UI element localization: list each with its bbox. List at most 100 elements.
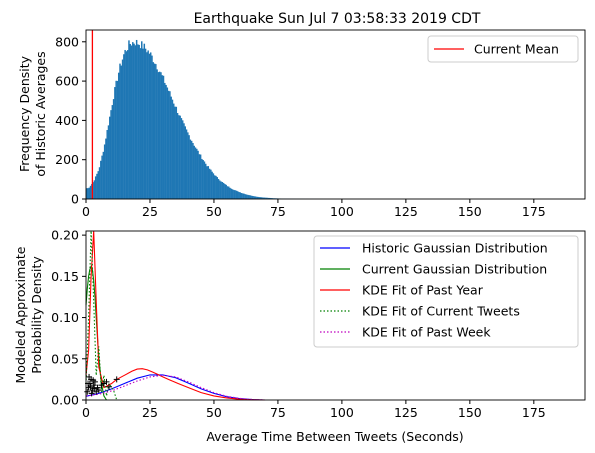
- histogram-bar: [176, 113, 179, 199]
- histogram-bar: [138, 44, 140, 200]
- y-tick-label: 0.10: [51, 310, 79, 325]
- chart-title: Earthquake Sun Jul 7 03:58:33 2019 CDT: [194, 11, 481, 27]
- histogram-bar: [220, 181, 222, 199]
- histogram-bar: [126, 50, 129, 199]
- y-tick-label: 200: [55, 152, 79, 167]
- histogram-bar: [219, 180, 221, 199]
- histogram-bar: [134, 45, 137, 200]
- top-plot-frame: [85, 29, 586, 200]
- histogram-bar: [92, 182, 94, 199]
- histogram-bar: [260, 197, 262, 199]
- histogram-bar: [253, 196, 256, 199]
- histogram-bar: [115, 80, 117, 199]
- histogram-bar: [207, 166, 210, 199]
- tweet-marker: [91, 385, 98, 392]
- histogram-bar: [114, 87, 116, 199]
- histogram-bar: [233, 189, 235, 199]
- histogram-bar: [252, 196, 254, 199]
- histogram-bar: [152, 62, 155, 199]
- y-tick-label: 400: [55, 113, 79, 128]
- histogram-bar: [202, 160, 204, 199]
- histogram-bar: [208, 168, 211, 199]
- x-tick-label: 0: [82, 405, 90, 420]
- histogram-bar: [109, 116, 111, 199]
- x-tick-label: 100: [330, 405, 354, 420]
- histogram-bar: [239, 192, 242, 199]
- histogram-bar: [247, 194, 249, 199]
- x-tick-label: 175: [522, 204, 546, 219]
- histogram-bar: [201, 158, 203, 199]
- histogram-bar: [167, 90, 170, 199]
- histogram-bar: [198, 154, 201, 199]
- histogram-bar: [196, 148, 198, 199]
- y-label-line: Probability Density: [29, 256, 44, 374]
- y-tick-label: 0.15: [51, 269, 79, 284]
- histogram-bar: [178, 115, 180, 199]
- histogram-bar: [144, 48, 147, 199]
- histogram-bar: [244, 194, 247, 199]
- histogram-bar: [119, 63, 121, 199]
- bottom-y-axis-label: Modeled ApproximateProbability Density: [13, 246, 44, 383]
- x-tick-label: 100: [330, 204, 354, 219]
- x-tick-label: 75: [270, 405, 286, 420]
- series-line: [85, 264, 107, 401]
- histogram-bar: [103, 144, 106, 199]
- series-line: [85, 230, 266, 401]
- histogram-bar: [190, 140, 193, 199]
- histogram-bar: [215, 175, 217, 199]
- histogram-bar: [129, 44, 131, 199]
- y-tick-label: 0: [71, 192, 79, 207]
- histogram-bar: [88, 187, 91, 199]
- histogram-bar: [130, 45, 133, 200]
- histogram-bar: [192, 143, 194, 199]
- histogram-bar: [171, 99, 174, 199]
- legend-label: Current Gaussian Distribution: [362, 262, 547, 277]
- histogram-bar: [162, 75, 165, 199]
- histogram-bar: [89, 185, 92, 199]
- histogram-bar: [86, 188, 88, 199]
- histogram-bar: [155, 64, 157, 199]
- histogram-bar: [181, 120, 184, 199]
- histogram-bar: [142, 48, 144, 199]
- histogram-bar: [128, 40, 130, 199]
- tweet-marker: [95, 387, 102, 394]
- histogram-bar: [188, 135, 190, 199]
- histogram-bar: [235, 190, 238, 199]
- histogram-bar: [197, 150, 199, 199]
- y-tick-label: 0.20: [51, 228, 79, 243]
- histogram-bar: [199, 154, 202, 199]
- histogram-bar: [96, 173, 98, 199]
- histogram-bar: [151, 55, 153, 200]
- histogram-bar: [174, 106, 176, 199]
- histogram-bar: [137, 44, 139, 200]
- histogram-bar: [230, 188, 233, 199]
- histogram-bar: [193, 145, 195, 199]
- y-tick-label: 0.05: [51, 351, 79, 366]
- histogram-bar: [213, 175, 216, 199]
- histogram-bar: [87, 188, 89, 199]
- histogram-bar: [133, 43, 135, 199]
- x-tick-label: 25: [142, 405, 158, 420]
- series-line: [85, 230, 118, 401]
- tweet-marker: [87, 383, 94, 390]
- histogram-bar: [216, 177, 218, 199]
- histogram-bar: [217, 179, 220, 199]
- histogram-bar: [226, 186, 229, 199]
- density-series: [84, 230, 266, 401]
- histogram-bar: [111, 105, 114, 199]
- histogram-bar: [97, 171, 99, 199]
- histogram-bar: [100, 160, 102, 199]
- bottom-x-axis-label: Average Time Between Tweets (Seconds): [206, 429, 463, 444]
- histogram-bar: [180, 118, 183, 199]
- histogram-bar: [212, 173, 215, 199]
- x-tick-label: 50: [206, 204, 222, 219]
- top-legend-box: [427, 35, 579, 63]
- histogram-bar: [184, 126, 186, 199]
- histogram-bar: [256, 196, 258, 199]
- histogram-bar: [165, 84, 167, 199]
- histogram-bar: [203, 161, 206, 199]
- bottom-legend: Historic Gaussian Distribution Current Ga…: [313, 235, 579, 348]
- tweet-marker: [88, 390, 95, 397]
- series-line: [85, 374, 266, 401]
- histogram-bar: [265, 197, 267, 199]
